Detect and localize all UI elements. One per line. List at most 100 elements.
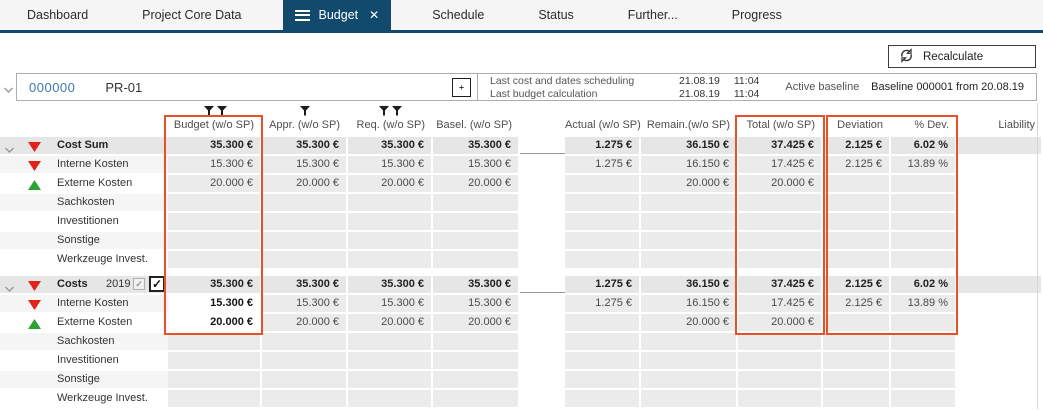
cell-total: 17.425 € — [738, 295, 823, 312]
filter-icon[interactable] — [379, 103, 389, 121]
cell-total: 17.425 € — [738, 156, 823, 173]
cell-deviation — [823, 232, 891, 249]
cell-req — [348, 371, 433, 388]
cell-req — [348, 194, 433, 211]
cell-req: 20.000 € — [348, 175, 433, 192]
cell-devpct: 13.89 % — [891, 156, 957, 173]
cell-actual — [565, 390, 641, 407]
filter-icons-req[interactable] — [348, 103, 433, 121]
table-row: Interne Kosten 15.300 €15.300 €15.300 €15… — [0, 156, 1043, 173]
cell-total: 37.425 € — [738, 137, 823, 154]
cell-basel: 20.000 € — [433, 175, 520, 192]
filter-icons-budget[interactable] — [168, 103, 262, 121]
cell-remain: 20.000 € — [641, 314, 738, 331]
tab-label: Project Core Data — [142, 8, 242, 22]
project-collapse-chevron[interactable] — [3, 81, 14, 99]
cell-req — [348, 213, 433, 230]
column-gap — [520, 352, 565, 369]
cell-total — [738, 213, 823, 230]
project-identity: 000000 PR-01 — [17, 74, 478, 100]
cell-total — [738, 352, 823, 369]
tab-label: Schedule — [432, 8, 485, 22]
filter-icons-appr[interactable] — [262, 103, 348, 121]
row-label-cell: Interne Kosten — [0, 295, 168, 312]
tab-dashboard[interactable]: Dashboard — [13, 0, 102, 30]
cell-deviation — [823, 213, 891, 230]
cell-appr — [262, 352, 348, 369]
close-icon[interactable]: ✕ — [369, 8, 380, 22]
row-label-cell: Sonstige — [0, 232, 168, 249]
cell-appr: 35.300 € — [262, 276, 348, 293]
row-label-cell: Sachkosten — [0, 333, 168, 350]
add-button[interactable] — [452, 78, 471, 97]
cell-devpct: 6.02 % — [891, 276, 957, 293]
table-row: Werkzeuge Invest. — [0, 251, 1043, 268]
cell-actual — [565, 175, 641, 192]
cell-actual — [565, 213, 641, 230]
recalculate-label: Recalculate — [923, 50, 984, 63]
cell-budget[interactable]: 15.300 € — [168, 295, 262, 312]
hamburger-icon[interactable] — [294, 9, 310, 21]
cell-remain — [641, 390, 738, 407]
filter-icon[interactable] — [203, 103, 214, 121]
cell-devpct — [891, 352, 957, 369]
section-row: Cost Sum 35.300 €35.300 €35.300 €35.300 €… — [0, 137, 1043, 154]
table-row: Externe Kosten 20.000 €20.000 €20.000 €20… — [0, 175, 1043, 192]
cell-liability — [957, 194, 1043, 211]
cell-deviation: 2.125 € — [823, 276, 891, 293]
column-header-actual: Actual (w/o SP) — [565, 119, 641, 131]
row-label-cell: Investitionen — [0, 213, 168, 230]
cell-deviation — [823, 251, 891, 268]
filter-icon[interactable] — [300, 103, 310, 121]
column-header-gap — [520, 117, 565, 133]
cell-req: 15.300 € — [348, 295, 433, 312]
cell-total — [738, 333, 823, 350]
column-header-req: Req. (w/o SP) — [356, 119, 425, 131]
cell-budget: 20.000 € — [168, 175, 262, 192]
tab-schedule[interactable]: Schedule — [418, 0, 498, 30]
cell-appr — [262, 390, 348, 407]
cell-total — [738, 251, 823, 268]
tab-progress[interactable]: Progress — [718, 0, 796, 30]
cell-appr — [262, 333, 348, 350]
collapse-chevron-icon[interactable] — [4, 282, 15, 299]
tab-further[interactable]: Further... — [614, 0, 692, 30]
row-label-cell: Externe Kosten — [0, 175, 168, 192]
cell-devpct — [891, 371, 957, 388]
red-down-triangle-icon — [28, 299, 41, 316]
tab-label: Status — [538, 8, 574, 22]
cell-budget: 35.300 € — [168, 276, 262, 293]
recalculate-button[interactable]: Recalculate — [888, 45, 1036, 68]
cell-req — [348, 232, 433, 249]
tab-budget[interactable]: Budget ✕ — [282, 0, 392, 30]
readonly-checkbox[interactable]: ✓ — [133, 278, 145, 290]
column-header-row: Budget (w/o SP) Appr. (w/o SP) Req. (w/o S… — [0, 117, 1043, 133]
cell-actual — [565, 251, 641, 268]
filter-icon[interactable] — [216, 103, 227, 121]
cell-basel: 15.300 € — [433, 295, 520, 312]
filter-icon[interactable] — [392, 103, 402, 121]
collapse-chevron-icon[interactable] — [4, 143, 15, 160]
active-checkbox[interactable]: ✓ — [149, 276, 165, 292]
cell-budget[interactable]: 20.000 € — [168, 314, 262, 331]
cell-basel — [433, 390, 520, 407]
cell-budget — [168, 352, 262, 369]
scheduling-info: Last cost and dates scheduling 21.08.19 … — [478, 75, 759, 100]
tab-project-core-data[interactable]: Project Core Data — [128, 0, 255, 30]
tab-label: Further... — [627, 8, 678, 22]
cell-basel: 20.000 € — [433, 314, 520, 331]
cell-devpct: 6.02 % — [891, 137, 957, 154]
column-header-remain: Remain.(w/o SP) — [646, 119, 730, 131]
column-gap — [520, 390, 565, 407]
cell-total — [738, 194, 823, 211]
column-header-basel: Basel. (w/o SP) — [436, 119, 512, 131]
table-row: Sachkosten — [0, 333, 1043, 350]
cell-appr — [262, 371, 348, 388]
tab-status[interactable]: Status — [524, 0, 587, 30]
active-baseline-label: Active baseline — [785, 81, 860, 93]
cell-deviation — [823, 352, 891, 369]
cell-liability — [957, 276, 1043, 293]
cell-liability — [957, 390, 1043, 407]
cell-deviation — [823, 314, 891, 331]
cell-appr — [262, 232, 348, 249]
